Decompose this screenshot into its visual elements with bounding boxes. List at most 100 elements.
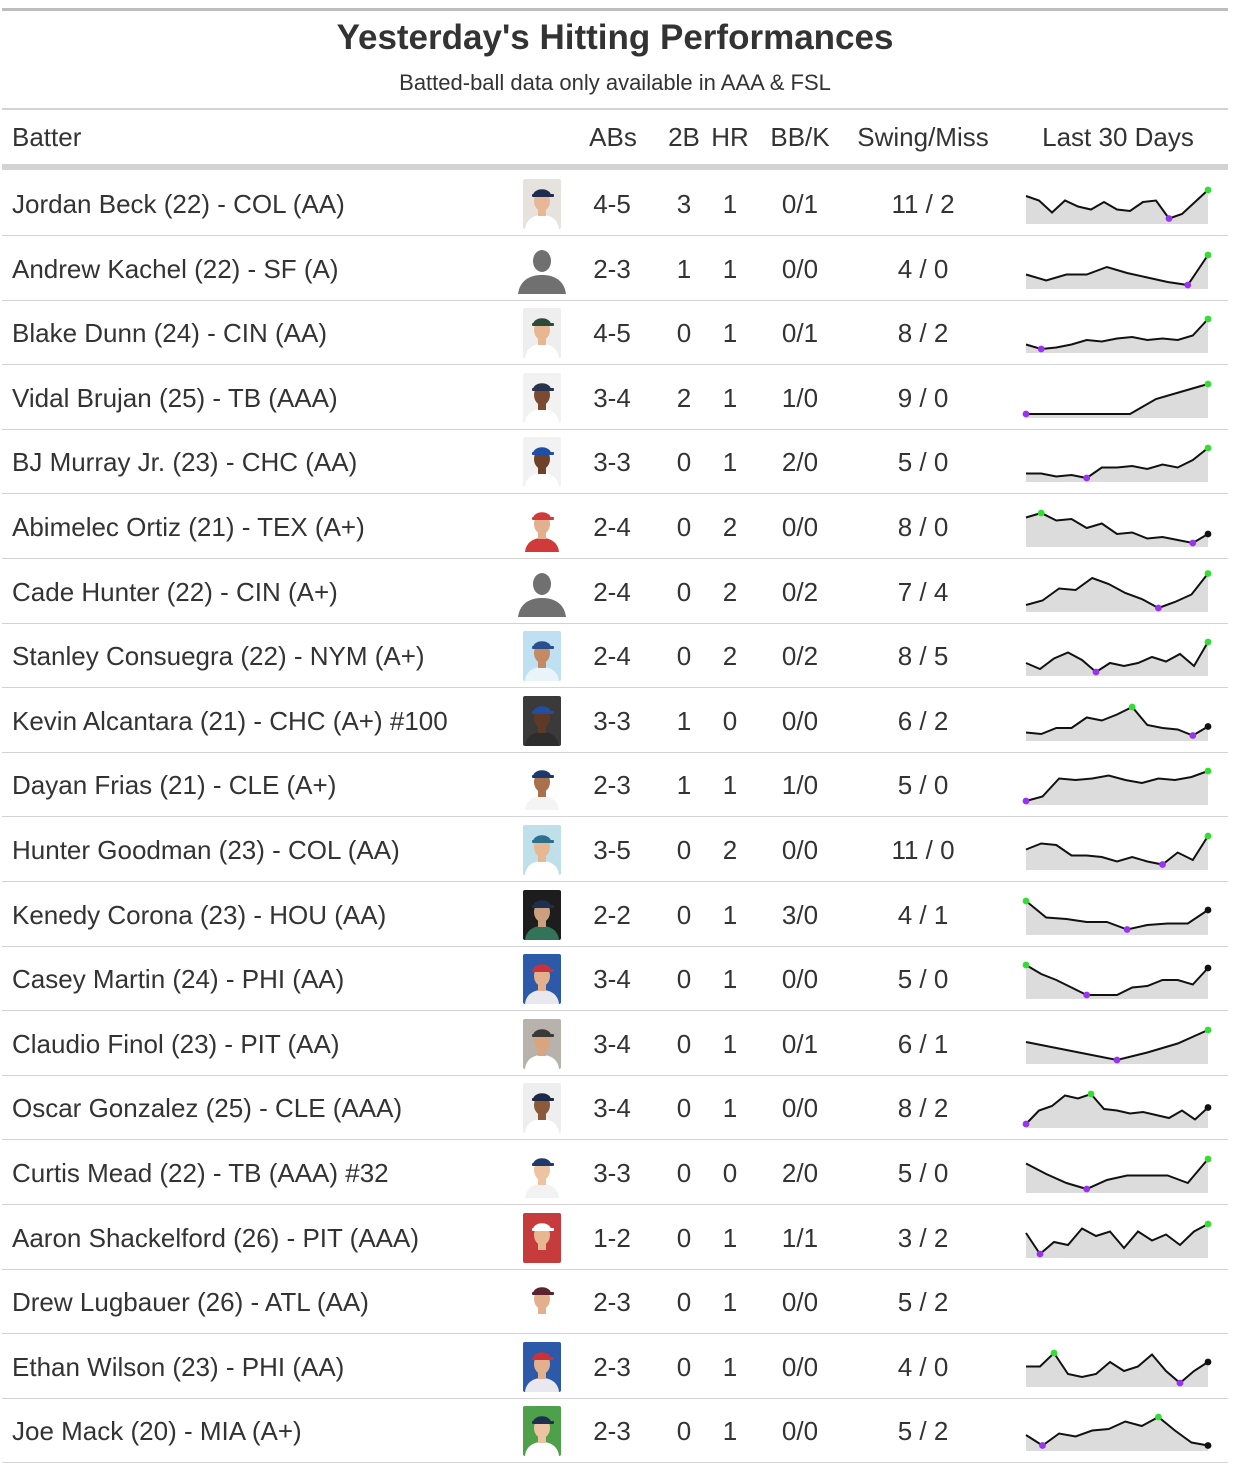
last-30-days-sparkline	[1025, 1413, 1212, 1452]
table-row: Cade Hunter (22) - CIN (A+) 2-4 0 2 0/2 7 / 4	[2, 560, 1228, 624]
bb-k-value: 0/0	[781, 1351, 819, 1382]
abs-value: 2-3	[593, 253, 631, 284]
table-row: Blake Dunn (24) - CIN (AA) 4-5 0 1 0/1 8 / 2	[2, 301, 1228, 366]
home-runs-value: 1	[722, 770, 738, 801]
abs-value: 3-3	[593, 705, 631, 736]
header-2b: 2B	[668, 122, 700, 152]
doubles-value: 0	[676, 1093, 692, 1124]
doubles-value: 0	[676, 447, 692, 478]
abs-value: 3-3	[593, 1158, 631, 1188]
bb-k-value: 0/0	[781, 1093, 819, 1124]
abs-value: 3-5	[593, 835, 631, 865]
sparkline-max-point	[1050, 1349, 1058, 1357]
sparkline-max-point	[1022, 961, 1030, 969]
home-runs-value: 1	[722, 1416, 738, 1447]
table-row: Claudio Finol (23) - PIT (AA) 3-4 0 1 0/1 6 /…	[2, 1012, 1228, 1076]
sparkline-min-point	[1165, 215, 1173, 222]
table-row: Andrew Kachel (22) - SF (A) 2-3 1 1 0/0 4 / 0	[2, 237, 1228, 301]
player-headshot	[516, 243, 568, 294]
sparkline-max-point	[1204, 1155, 1212, 1163]
bb-k-value: 1/0	[781, 770, 819, 801]
sparkline-max-point	[1204, 1220, 1212, 1227]
sparkline-last-point	[1204, 1358, 1212, 1366]
abs-value: 3-4	[593, 1028, 631, 1059]
sparkline-min-point	[1123, 925, 1131, 933]
home-runs-value: 2	[722, 576, 738, 607]
header-last-30-days: Last 30 Days	[1042, 122, 1194, 152]
sparkline-area	[1026, 1029, 1208, 1064]
abs-value: 2-3	[593, 770, 631, 801]
bb-k-value: 1/0	[781, 382, 819, 413]
swing-miss-value: 7 / 4	[897, 576, 949, 607]
sparkline-line	[1025, 1222, 1209, 1256]
sparkline-line	[1025, 705, 1209, 737]
header-bbk: BB/K	[770, 122, 830, 152]
doubles-value: 0	[676, 1416, 692, 1447]
player-headshot	[523, 437, 561, 488]
sparkline-area	[1026, 1352, 1208, 1387]
table-row: Stanley Consuegra (22) - NYM (A+) 2-4 0 2 0/…	[2, 624, 1228, 689]
last-30-days-sparkline	[1025, 569, 1212, 612]
sparkline-line	[1026, 382, 1209, 415]
doubles-value: 0	[676, 576, 692, 607]
home-runs-value: 1	[722, 1351, 738, 1382]
sparkline-line	[1025, 572, 1209, 609]
batter-name: Stanley Consuegra (22) - NYM (A+)	[12, 641, 425, 672]
home-runs-value: 1	[722, 318, 738, 349]
batter-name: Aaron Shackelford (26) - PIT (AAA)	[12, 1222, 420, 1253]
sparkline-area	[1026, 965, 1208, 1000]
table-row: BJ Murray Jr. (23) - CHC (AA) 3-3 0 1 2/0 5 /…	[2, 430, 1228, 495]
header-hr: HR	[711, 122, 749, 152]
table-row: Ethan Wilson (23) - PHI (AA) 2-3 0 1 0/0 4 / …	[2, 1335, 1228, 1399]
doubles-value: 1	[676, 705, 692, 736]
swing-miss-value: 5 / 0	[897, 447, 949, 478]
sparkline-min-point	[1037, 345, 1045, 353]
sparkline-max-point	[1022, 897, 1030, 904]
bb-k-value: 2/0	[781, 447, 819, 478]
sparkline-line	[1025, 770, 1209, 803]
sparkline-min-point	[1092, 668, 1100, 676]
sparkline-area	[1026, 1417, 1208, 1452]
sparkline-max-point	[1204, 444, 1212, 452]
abs-value: 2-3	[593, 1287, 631, 1318]
sparkline-line	[1025, 899, 1209, 931]
table-row: Jordan Beck (22) - COL (AA) 4-5 3 1 0/1 11 / …	[2, 172, 1228, 236]
doubles-value: 0	[676, 1222, 692, 1253]
batter-name: Hunter Goodman (23) - COL (AA)	[12, 835, 400, 865]
player-headshot	[523, 631, 561, 682]
home-runs-value: 1	[722, 253, 738, 284]
header-swing-miss: Swing/Miss	[857, 122, 989, 152]
bb-k-value: 2/0	[781, 1158, 819, 1188]
sparkline-max-point	[1204, 832, 1212, 840]
sparkline-area	[1026, 642, 1208, 677]
table-row: Aaron Shackelford (26) - PIT (AAA) 1-2 0 1 1…	[2, 1206, 1228, 1270]
home-runs-value: 1	[722, 1287, 738, 1318]
last-30-days-sparkline	[1025, 1026, 1212, 1064]
player-headshot	[523, 372, 561, 423]
sparkline-max-point	[1204, 1026, 1212, 1034]
table-row: Joe Mack (20) - MIA (A+) 2-3 0 1 0/0 5 / 2	[2, 1399, 1228, 1463]
sparkline-min-point	[1184, 281, 1192, 288]
player-headshot	[523, 1406, 561, 1457]
sparkline-max-point	[1204, 315, 1212, 323]
doubles-value: 2	[676, 382, 692, 413]
player-headshot	[523, 1277, 561, 1328]
player-headshot	[523, 1083, 561, 1134]
last-30-days-sparkline	[1022, 961, 1212, 1000]
swing-miss-value: 9 / 0	[897, 382, 949, 413]
abs-value: 1-2	[593, 1222, 631, 1253]
bb-k-value: 0/1	[781, 1028, 819, 1059]
sparkline-min-point	[1113, 1056, 1121, 1064]
sparkline-area	[1026, 706, 1208, 741]
abs-value: 2-4	[593, 512, 631, 542]
last-30-days-sparkline	[1025, 186, 1212, 224]
table-title: Yesterday's Hitting Performances	[336, 18, 894, 57]
bb-k-value: 0/0	[781, 964, 819, 995]
sparkline-max-point	[1204, 638, 1212, 646]
home-runs-value: 1	[722, 899, 738, 930]
sparkline-area	[1026, 1159, 1208, 1193]
sparkline-last-point	[1204, 1442, 1212, 1450]
sparkline-max-point	[1128, 703, 1136, 711]
bb-k-value: 0/0	[781, 1287, 819, 1318]
